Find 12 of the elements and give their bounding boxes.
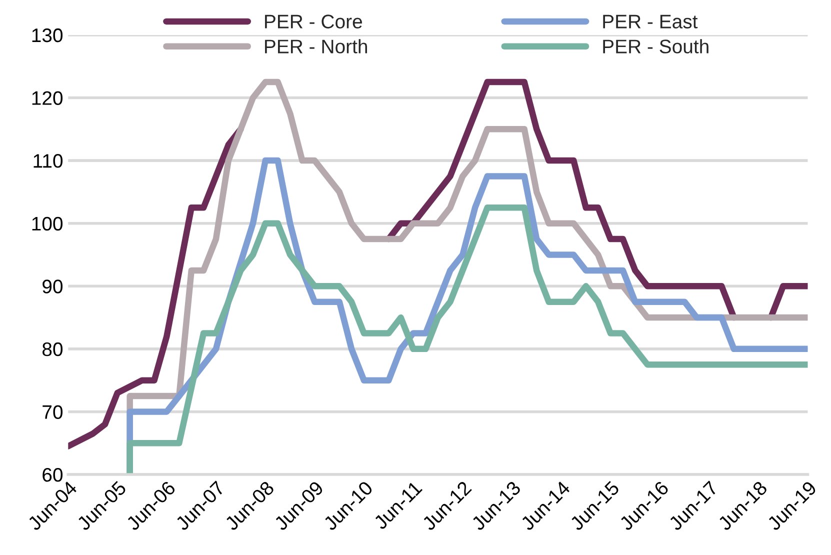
y-tick-label: 100 [32,216,63,231]
y-tick-label: 90 [42,280,63,294]
legend-label: PER - North [265,39,367,54]
y-tick-label: 120 [32,91,63,105]
y-tick-label: 70 [42,405,63,419]
y-tick-label: 130 [32,28,63,42]
y-tick-label: 110 [34,154,63,168]
legend-label: PER - South [603,39,708,54]
legend-label: PER - Core [265,14,362,28]
y-tick-label: 60 [42,468,63,482]
legend-label: PER - East [603,14,698,28]
y-tick-label: 80 [42,342,63,356]
